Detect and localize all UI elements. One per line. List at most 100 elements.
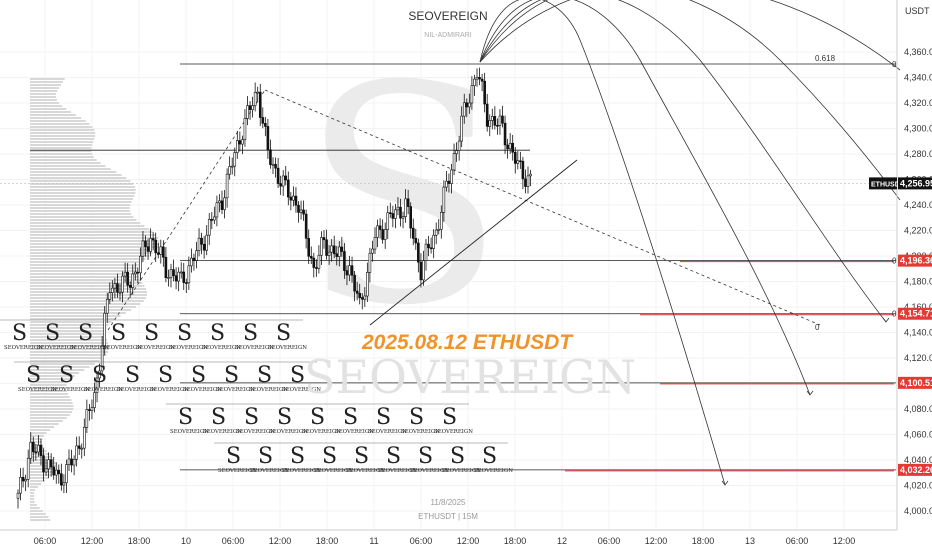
watermark-logo-letter: S <box>418 444 433 469</box>
watermark-logo-word: SEOVEREIGN <box>18 387 57 393</box>
current-price-tag <box>898 177 932 190</box>
level-price-tag-text: 4,196.36 <box>900 256 932 266</box>
watermark-logo-letter: S <box>354 444 369 469</box>
volume-profile <box>30 78 160 521</box>
watermark-logo-letter: S <box>409 405 424 430</box>
y-tick-label: 4,180.00 <box>904 277 932 287</box>
watermark-logo-word: SEOVEREIGN <box>268 345 307 351</box>
watermark-logo-letter: S <box>125 363 140 388</box>
x-tick-label: 12:00 <box>833 536 856 546</box>
watermark-logo-word: SEOVEREIGN <box>202 345 241 351</box>
watermark-logo-word: SEOVEREIGN <box>378 468 417 474</box>
y-tick-label: 4,140.00 <box>904 328 932 338</box>
x-tick-label: 06:00 <box>410 536 433 546</box>
watermark-logo-word: SEOVEREIGN <box>236 429 275 435</box>
fib-zero-label: 0 <box>892 310 897 319</box>
x-tick-label: 12:00 <box>645 536 668 546</box>
level-price-tag <box>898 254 932 267</box>
x-tick-label: 06:00 <box>34 536 57 546</box>
watermark-logo-letter: S <box>244 405 259 430</box>
current-symbol-tag-text: ETHUSDT <box>871 181 905 188</box>
watermark-logo-letter: S <box>322 444 337 469</box>
watermark-logo-word: SEOVEREIGN <box>218 468 257 474</box>
time-axis[interactable]: 06:00 12:00 18:00 10 06:00 12:00 18:00 11 06:00 1… <box>0 529 897 546</box>
level-price-tag <box>898 307 932 320</box>
watermark-logo-letter: S <box>144 321 159 346</box>
watermark-logo-letter: S <box>59 363 74 388</box>
watermark-logo-letter: S <box>257 363 272 388</box>
watermark-logo-letter: S <box>258 444 273 469</box>
chart-subtitle: NIL-ADMIRARI <box>424 32 472 39</box>
projection-marker: 0 <box>815 323 820 332</box>
watermark-logo-letter: S <box>226 444 241 469</box>
background-logo-watermark: S <box>300 22 506 371</box>
watermark-logo-word: SEOVEREIGN <box>84 387 123 393</box>
y-tick-label: 4,220.00 <box>904 226 932 236</box>
trend-lines: 0 <box>107 89 821 332</box>
watermark-logo-letter: S <box>210 321 225 346</box>
footer-symbol: ETHUSDT | 15M <box>418 512 478 521</box>
watermark-logo-word: SEOVEREIGN <box>314 468 353 474</box>
watermark-logo-word: SEOVEREIGN <box>117 387 156 393</box>
watermark-logo-letter: S <box>92 363 107 388</box>
level-price-tag <box>898 376 932 389</box>
y-tick-label: 4,160.00 <box>904 302 932 312</box>
watermark-logo-word: SEOVEREIGN <box>169 345 208 351</box>
level-price-tag-text: 4,100.51 <box>900 378 932 388</box>
x-tick-label: 06:00 <box>222 536 245 546</box>
watermark-logo-letter: S <box>290 363 305 388</box>
y-tick-label: 4,340.00 <box>904 73 932 83</box>
x-tick-label: 13 <box>745 536 755 546</box>
watermark-logo-letter: S <box>211 405 226 430</box>
watermark-logo-word: SEOVEREIGN <box>249 387 288 393</box>
watermark-logo-word: SEOVEREIGN <box>216 387 255 393</box>
watermark-logo-letter: S <box>343 405 358 430</box>
y-tick-label: 4,360.00 <box>904 47 932 57</box>
watermark-logo-word: SEOVEREIGN <box>368 429 407 435</box>
watermark-logo-word: SEOVEREIGN <box>136 345 175 351</box>
watermark-logo-word: SEOVEREIGN <box>4 345 43 351</box>
x-tick-label: 18:00 <box>128 536 151 546</box>
fib-zero-label: 0 <box>892 257 897 266</box>
watermark-logo-word: SEOVEREIGN <box>401 429 440 435</box>
fib-level-label: 0 <box>892 60 897 69</box>
watermark-logo-word: SEOVEREIGN <box>282 387 321 393</box>
y-tick-label: 4,300.00 <box>904 124 932 134</box>
level-price-tag <box>898 463 932 476</box>
watermark-logo-letter: S <box>442 405 457 430</box>
watermark-logo-letter: S <box>386 444 401 469</box>
watermark-logo-word: SEOVEREIGN <box>150 387 189 393</box>
x-tick-label: 18:00 <box>692 536 715 546</box>
watermark-logo-letter: S <box>376 405 391 430</box>
chart-headline: 2025.08.12 ETHUSDT <box>361 331 574 354</box>
y-tick-label: 4,120.00 <box>904 353 932 363</box>
watermark-logo-word: SEOVEREIGN <box>302 429 341 435</box>
watermark-rows: SSEOVEREIGNSSEOVEREIGNSSEOVEREIGNSSEOVER… <box>0 319 513 474</box>
watermark-logo-word: SEOVEREIGN <box>183 387 222 393</box>
level-price-tag-text: 4,154.71 <box>900 309 932 319</box>
level-price-tag-text: 4,032.26 <box>900 465 932 475</box>
candles <box>16 67 532 509</box>
watermark-logo-word: SEOVEREIGN <box>250 468 289 474</box>
x-tick-label: 12:00 <box>81 536 104 546</box>
x-tick-label: 12 <box>557 536 567 546</box>
watermark-logo-letter: S <box>45 321 60 346</box>
footer-date: 11/8/2025 <box>431 498 467 507</box>
fibonacci-arcs <box>479 0 901 486</box>
y-tick-label: 4,000.00 <box>904 506 932 516</box>
watermark-logo-word: SEOVEREIGN <box>103 345 142 351</box>
watermark-logo-word: SEOVEREIGN <box>203 429 242 435</box>
current-price-tag-text: 4,256.95 <box>900 178 932 188</box>
watermark-logo-word: SEOVEREIGN <box>346 468 385 474</box>
watermark-logo-word: SEOVEREIGN <box>51 387 90 393</box>
watermark-logo-letter: S <box>26 363 41 388</box>
x-tick-label: 06:00 <box>786 536 809 546</box>
watermark-logo-letter: S <box>158 363 173 388</box>
watermark-logo-letter: S <box>290 444 305 469</box>
fib-top-level: 0.618 0 <box>180 54 897 69</box>
axis-unit: USDT <box>905 6 930 16</box>
x-tick-label: 10 <box>181 536 191 546</box>
x-tick-label: 06:00 <box>598 536 621 546</box>
